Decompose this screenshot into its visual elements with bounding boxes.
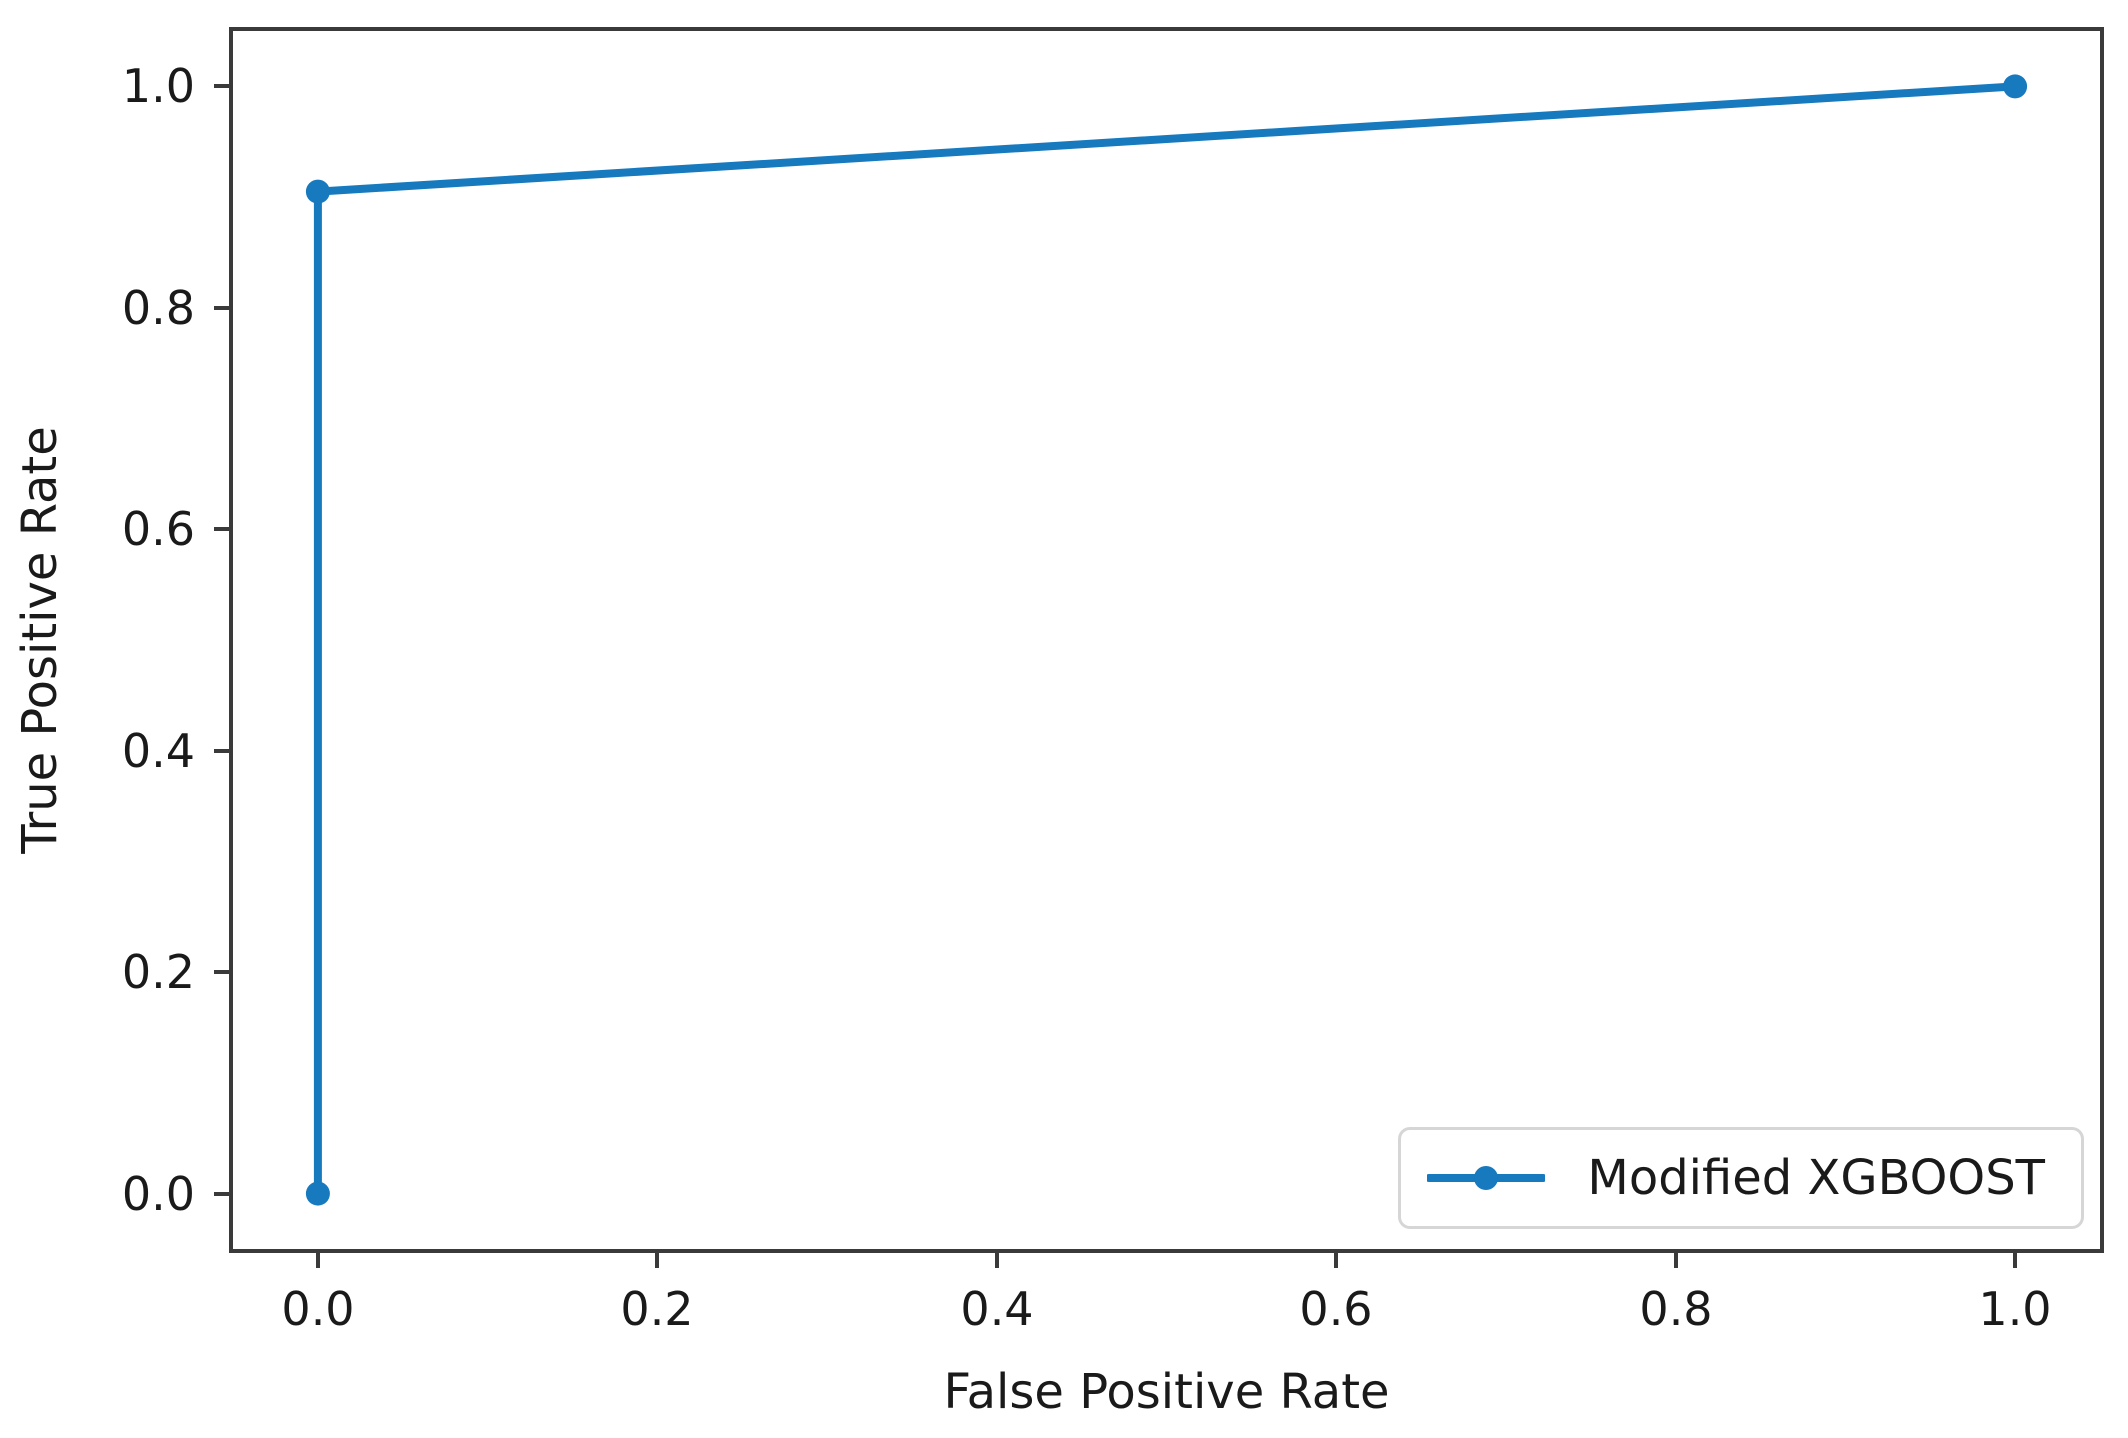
y-tick-label: 0.8 [121,281,195,335]
x-tick-label: 0.8 [1639,1282,1713,1336]
x-tick-label: 0.4 [960,1282,1034,1336]
x-tick-label: 0.0 [281,1282,355,1336]
legend-line-marker-icon [1427,1166,1546,1190]
legend: Modified XGBOOST [1398,1127,2084,1229]
y-tick-mark [214,84,229,88]
roc-curve [305,74,2028,1206]
y-tick-label: 0.0 [121,1167,195,1221]
y-tick-label: 1.0 [121,59,195,113]
legend-label: Modified XGBOOST [1587,1150,2045,1206]
y-tick-label: 0.6 [121,502,195,556]
y-tick-mark [214,306,229,310]
y-tick-mark [214,749,229,753]
y-tick-mark [214,527,229,531]
y-tick-label: 0.2 [121,945,195,999]
x-tick-mark [1334,1253,1338,1268]
y-tick-mark [214,970,229,974]
x-tick-label: 0.6 [1299,1282,1373,1336]
data-point-marker [305,179,330,204]
roc-line [313,82,2020,1198]
x-tick-label: 0.2 [620,1282,694,1336]
data-point-marker [305,1181,330,1206]
x-tick-mark [1674,1253,1678,1268]
plot-area: Modified XGBOOST [229,27,2104,1253]
data-point-marker [2003,74,2028,99]
y-tick-mark [214,1192,229,1196]
x-tick-mark [2013,1253,2017,1268]
x-tick-label: 1.0 [1978,1282,2052,1336]
y-axis-label: True Positive Rate [12,426,68,854]
x-tick-mark [316,1253,320,1268]
x-axis-label: False Positive Rate [943,1364,1390,1420]
x-tick-mark [655,1253,659,1268]
x-tick-mark [995,1253,999,1268]
y-tick-label: 0.4 [121,724,195,778]
